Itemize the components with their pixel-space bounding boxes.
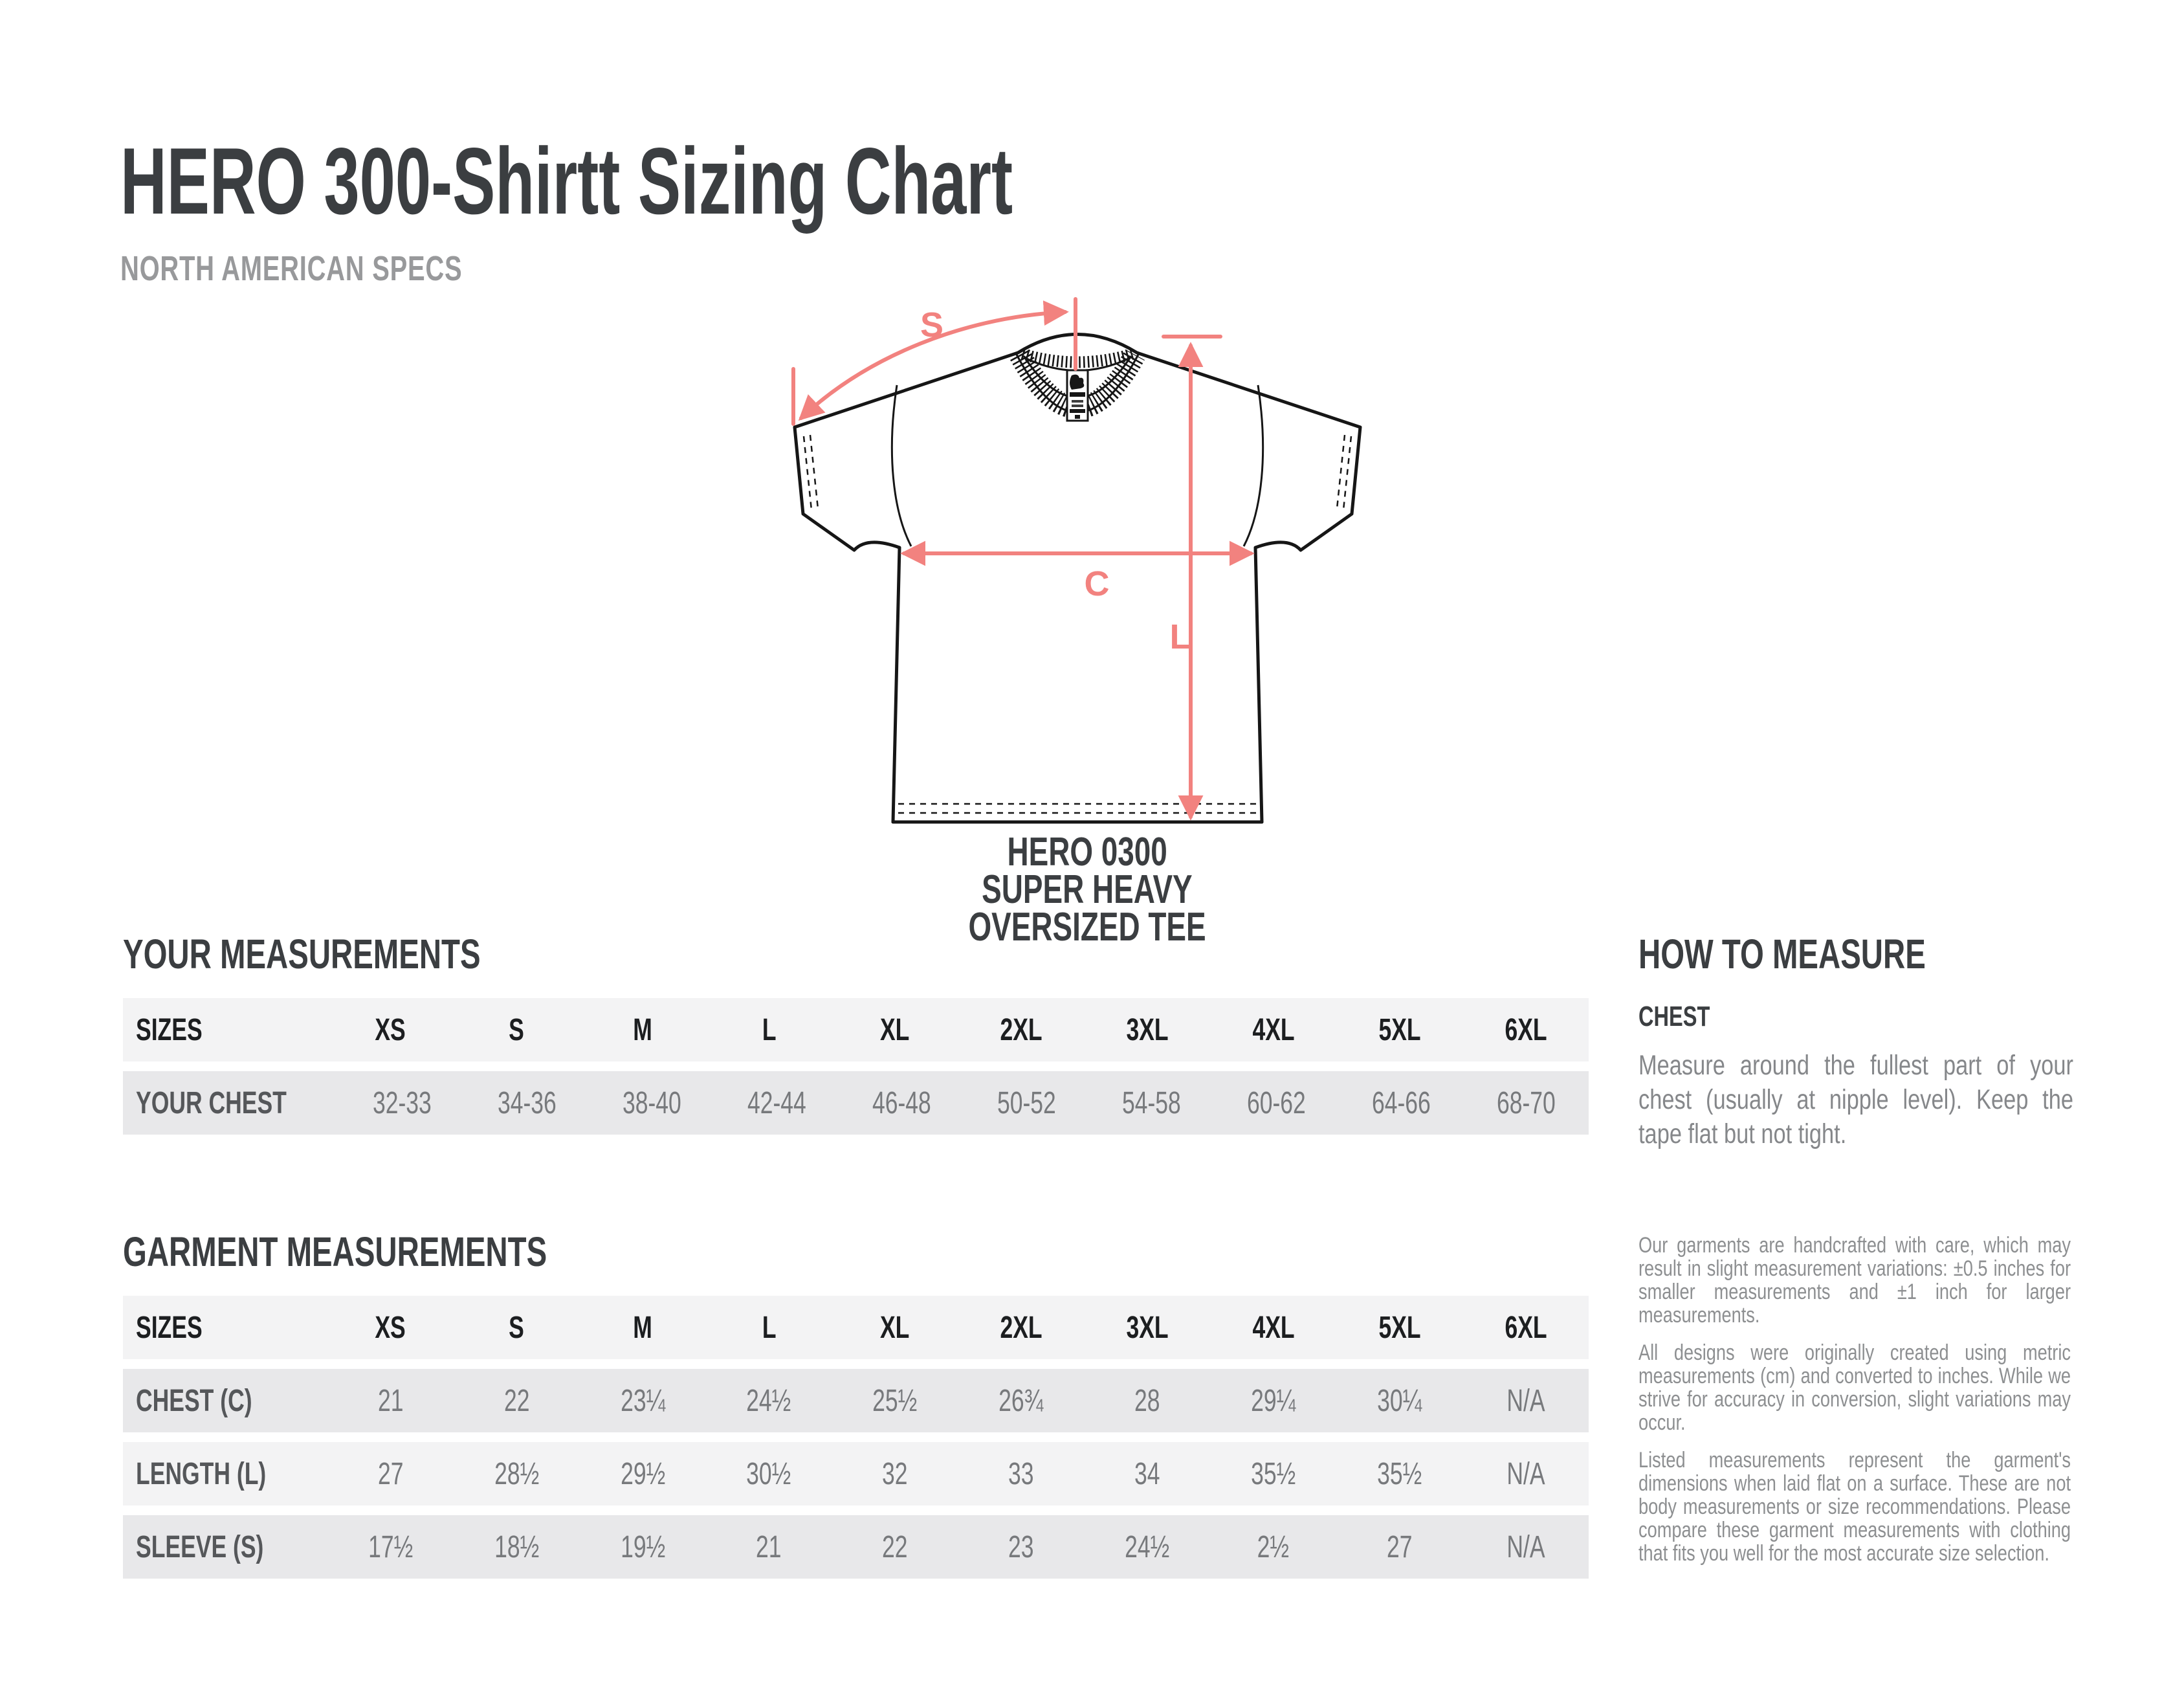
col-header-sizes: SIZES	[136, 1310, 203, 1345]
chest-subheading: CHEST	[1638, 1001, 1710, 1032]
col-header-m: M	[633, 1310, 653, 1345]
table-cell: 46-48	[872, 1085, 931, 1120]
table-cell: N/A	[1506, 1383, 1545, 1418]
table-cell: 27	[1386, 1529, 1413, 1564]
col-header-m: M	[633, 1012, 653, 1047]
tshirt-outline	[793, 333, 1362, 824]
col-header-3xl: 3XL	[1126, 1310, 1169, 1345]
table-cell: 22	[503, 1383, 530, 1418]
table-cell: 60-62	[1247, 1085, 1306, 1120]
sleeve-arrow-label: S	[920, 305, 943, 344]
chest-arrow-label: C	[1085, 564, 1110, 603]
left-cuff-stitch	[802, 434, 819, 511]
col-header-sizes: SIZES	[136, 1012, 203, 1047]
table-cell: 54-58	[1121, 1085, 1181, 1120]
chest-row: CHEST (C) 21 22 23¼ 24½ 25½ 26¾ 28 29¼ 3…	[123, 1369, 1589, 1432]
table-cell: 17½	[368, 1529, 414, 1564]
col-header-s: S	[509, 1310, 525, 1345]
table-cell: 27	[377, 1456, 404, 1491]
table-cell: 38-40	[622, 1085, 681, 1120]
table-cell: 25½	[872, 1383, 918, 1418]
table-cell: 29½	[620, 1456, 665, 1491]
collar-tag	[1066, 369, 1089, 422]
table-cell: 28½	[494, 1456, 539, 1491]
col-header-2xl: 2XL	[1000, 1012, 1042, 1047]
table-cell: 30¼	[1377, 1383, 1422, 1418]
table-cell: 21	[756, 1529, 782, 1564]
length-row: LENGTH (L) 27 28½ 29½ 30½ 32 33 34 35½ 3…	[123, 1442, 1589, 1505]
col-header-4xl: 4XL	[1252, 1310, 1295, 1345]
table-cell: 2½	[1257, 1529, 1290, 1564]
table-cell: 35½	[1377, 1456, 1422, 1491]
col-header-xl: XL	[880, 1310, 910, 1345]
sleeve-measure-arrow	[798, 300, 1069, 421]
row-label-chest: CHEST (C)	[136, 1383, 252, 1418]
table-cell: N/A	[1506, 1529, 1545, 1564]
your-measurements-header-row: SIZES XS S M L XL 2XL 3XL 4XL 5XL 6XL	[123, 998, 1589, 1061]
table-cell: 19½	[620, 1529, 665, 1564]
table-cell: 24½	[1125, 1529, 1170, 1564]
col-header-5xl: 5XL	[1378, 1310, 1421, 1345]
col-header-s: S	[509, 1012, 525, 1047]
table-cell: 18½	[494, 1529, 539, 1564]
note-metric: All designs were originally created usin…	[1638, 1340, 2071, 1435]
col-header-l: L	[762, 1012, 777, 1047]
col-header-l: L	[762, 1310, 777, 1345]
table-cell: 23	[1008, 1529, 1034, 1564]
measurement-notes: Our garments are handcrafted with care, …	[1638, 1234, 2071, 1579]
table-cell: N/A	[1506, 1456, 1545, 1491]
your-chest-row: YOUR CHEST 32-33 34-36 38-40 42-44 46-48…	[123, 1071, 1589, 1135]
note-flat-measurements: Listed measurements represent the garmen…	[1638, 1448, 2071, 1566]
table-cell: 30½	[746, 1456, 791, 1491]
col-header-2xl: 2XL	[1000, 1310, 1042, 1345]
note-variations: Our garments are handcrafted with care, …	[1638, 1233, 2071, 1327]
col-header-6xl: 6XL	[1505, 1310, 1547, 1345]
right-cuff-stitch	[1336, 434, 1352, 511]
page-subtitle: NORTH AMERICAN SPECS	[120, 249, 463, 288]
table-cell: 21	[377, 1383, 404, 1418]
table-cell: 29¼	[1251, 1383, 1296, 1418]
table-cell: 28	[1134, 1383, 1160, 1418]
table-cell: 32	[882, 1456, 908, 1491]
table-cell: 34	[1134, 1456, 1160, 1491]
right-sleeve-seam	[1242, 384, 1264, 547]
table-cell: 34-36	[497, 1085, 557, 1120]
col-header-xs: XS	[375, 1012, 406, 1047]
your-measurements-heading: YOUR MEASUREMENTS	[123, 931, 481, 977]
table-cell: 24½	[746, 1383, 791, 1418]
col-header-xl: XL	[880, 1012, 910, 1047]
table-cell: 42-44	[747, 1085, 806, 1120]
how-to-measure-heading: HOW TO MEASURE	[1638, 931, 1926, 977]
shirt-caption-line1: HERO 0300	[1007, 830, 1167, 874]
chest-instructions: Measure around the fullest part of your …	[1638, 1050, 2073, 1149]
table-cell: 32-33	[372, 1085, 432, 1120]
col-header-3xl: 3XL	[1126, 1012, 1169, 1047]
garment-measurements-heading: GARMENT MEASUREMENTS	[123, 1228, 547, 1275]
table-cell: 33	[1008, 1456, 1034, 1491]
col-header-xs: XS	[375, 1310, 406, 1345]
col-header-5xl: 5XL	[1378, 1012, 1421, 1047]
col-header-6xl: 6XL	[1505, 1012, 1547, 1047]
table-cell: 68-70	[1497, 1085, 1556, 1120]
shirt-caption-line3: OVERSIZED TEE	[968, 905, 1206, 949]
table-cell: 22	[882, 1529, 908, 1564]
table-cell: 50-52	[997, 1085, 1056, 1120]
table-cell: 23¼	[620, 1383, 665, 1418]
tshirt-diagram: S C L	[791, 297, 1362, 824]
sleeve-row: SLEEVE (S) 17½ 18½ 19½ 21 22 23 24½ 2½ 2…	[123, 1515, 1589, 1579]
garment-measurements-header-row: SIZES XS S M L XL 2XL 3XL 4XL 5XL 6XL	[123, 1296, 1589, 1359]
col-header-4xl: 4XL	[1252, 1012, 1295, 1047]
table-cell: 64-66	[1372, 1085, 1431, 1120]
page-title: HERO 300-Shirtt Sizing Chart	[120, 128, 1013, 234]
row-label-length: LENGTH (L)	[136, 1456, 267, 1491]
table-cell: 35½	[1251, 1456, 1296, 1491]
row-label-sleeve: SLEEVE (S)	[136, 1529, 264, 1564]
table-cell: 26¾	[998, 1383, 1044, 1418]
shirt-caption-line2: SUPER HEAVY	[982, 867, 1193, 912]
row-label-your-chest: YOUR CHEST	[136, 1085, 287, 1120]
length-arrow-label: L	[1170, 617, 1191, 656]
shirt-caption: HERO 0300 SUPER HEAVY OVERSIZED TEE	[874, 830, 1301, 949]
